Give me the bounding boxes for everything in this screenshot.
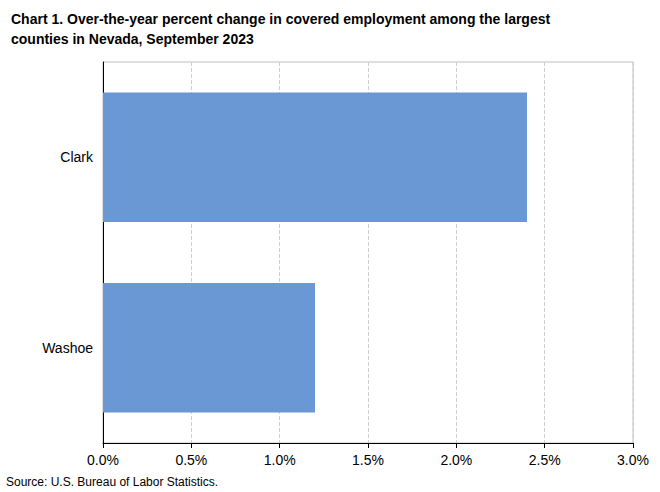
svg-text:2.0%: 2.0% xyxy=(440,452,472,468)
svg-text:1.0%: 1.0% xyxy=(264,452,296,468)
svg-text:0.5%: 0.5% xyxy=(175,452,207,468)
svg-text:Chart 1. Over-the-year percent: Chart 1. Over-the-year percent change in… xyxy=(11,11,554,27)
svg-text:Source: U.S. Bureau of Labor S: Source: U.S. Bureau of Labor Statistics. xyxy=(6,475,218,489)
svg-text:Washoe: Washoe xyxy=(42,340,93,356)
svg-text:3.0%: 3.0% xyxy=(617,452,649,468)
svg-text:1.5%: 1.5% xyxy=(352,452,384,468)
svg-text:Clark: Clark xyxy=(60,149,94,165)
svg-text:0.0%: 0.0% xyxy=(87,452,119,468)
svg-text:2.5%: 2.5% xyxy=(529,452,561,468)
svg-text:counties in Nevada, September: counties in Nevada, September 2023 xyxy=(11,31,254,47)
